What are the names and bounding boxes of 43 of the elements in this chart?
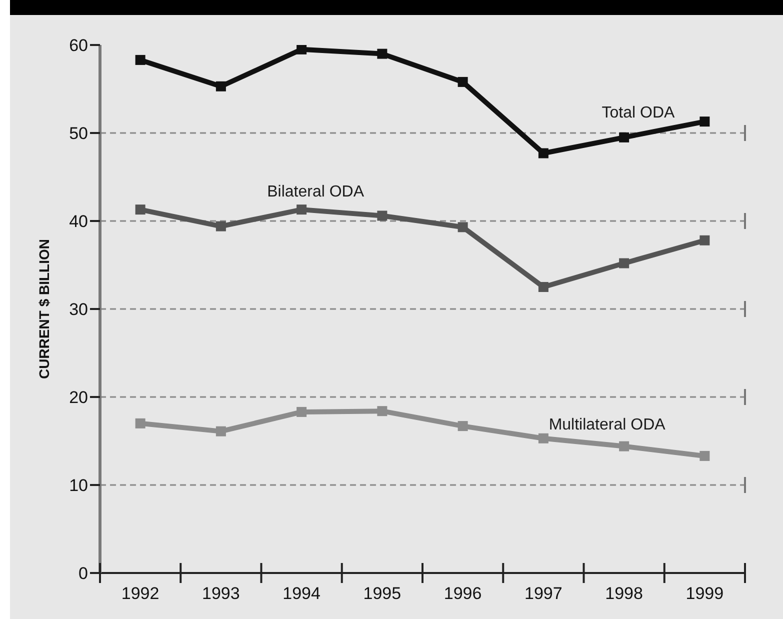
point xyxy=(458,421,468,432)
point xyxy=(216,221,226,232)
y-tick-label: 20 xyxy=(69,388,88,407)
point xyxy=(538,282,548,292)
x-tick-label: 1994 xyxy=(282,584,320,603)
point xyxy=(619,441,630,452)
y-tick-label: 50 xyxy=(69,124,88,143)
y-tick-label: 10 xyxy=(69,476,88,495)
x-tick-label: 1993 xyxy=(202,584,240,603)
y-axis-title: CURRENT $ BILLION xyxy=(36,239,52,379)
point xyxy=(700,450,710,461)
point xyxy=(619,258,630,268)
series-label: Total ODA xyxy=(602,104,676,122)
point xyxy=(216,81,226,92)
x-tick-label: 1998 xyxy=(605,584,643,603)
series-label: Multilateral ODA xyxy=(548,416,666,434)
point xyxy=(135,418,146,428)
point xyxy=(619,132,630,142)
point xyxy=(135,54,146,65)
point xyxy=(377,406,388,416)
point xyxy=(538,433,548,444)
point xyxy=(377,48,388,59)
x-tick-label: 1999 xyxy=(686,584,724,603)
point xyxy=(296,45,307,54)
y-tick-label: 60 xyxy=(69,36,88,55)
point xyxy=(216,426,226,436)
point xyxy=(538,148,548,158)
point xyxy=(135,204,146,215)
point xyxy=(700,235,710,246)
point xyxy=(296,204,307,215)
x-tick-label: 1995 xyxy=(363,584,402,603)
x-tick-label: 1992 xyxy=(121,584,160,603)
point xyxy=(296,406,307,417)
y-tick-label: 40 xyxy=(69,212,88,231)
point xyxy=(377,210,388,221)
point xyxy=(458,76,468,87)
y-tick-label: 30 xyxy=(69,300,88,319)
x-tick-label: 1996 xyxy=(444,584,482,603)
series-label: Bilateral ODA xyxy=(267,184,364,201)
point xyxy=(458,222,468,232)
point xyxy=(700,116,710,127)
y-tick-label: 0 xyxy=(78,564,88,583)
x-tick-label: 1997 xyxy=(524,584,562,603)
